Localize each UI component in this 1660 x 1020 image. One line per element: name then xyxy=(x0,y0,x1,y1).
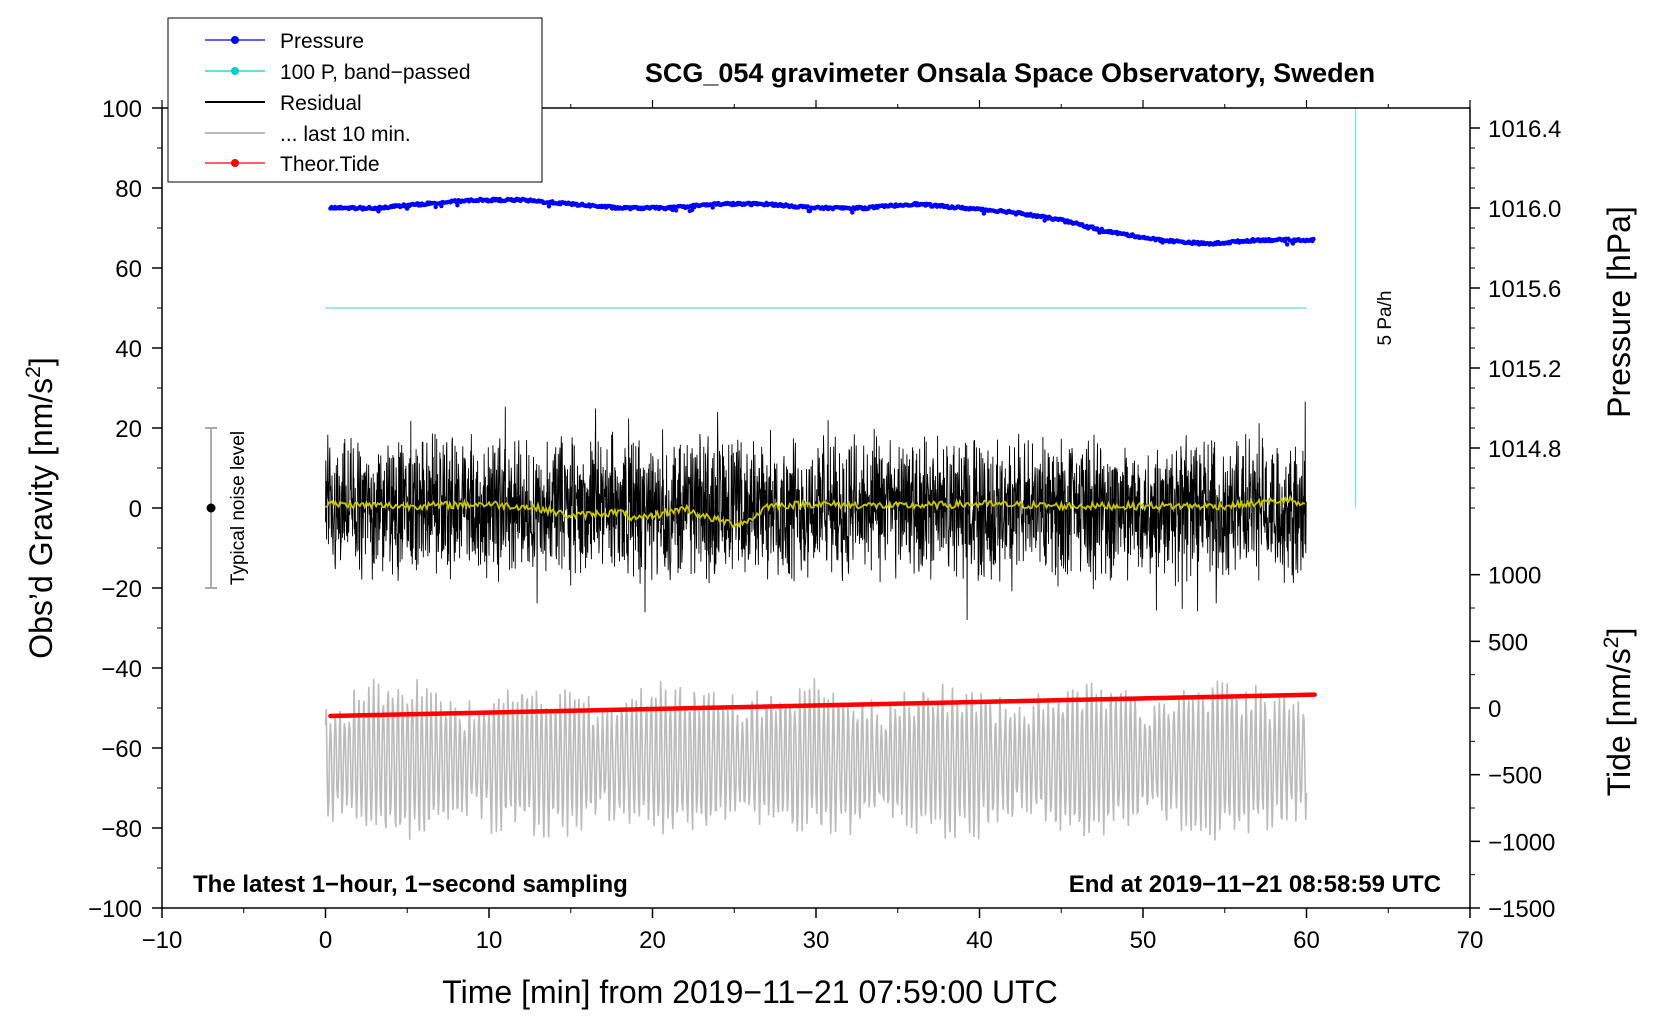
legend-item-theor-tide: Theor.Tide xyxy=(205,153,380,176)
legend-item-last-10-min: ... last 10 min. xyxy=(205,123,411,146)
series-residual xyxy=(325,401,1307,621)
y-tick-label: 60 xyxy=(115,256,142,283)
legend-box xyxy=(167,17,543,183)
y-tick-label: −40 xyxy=(101,656,142,683)
pressure-axis-title: Pressure [hPa] xyxy=(1601,206,1637,418)
x-tick-label: 30 xyxy=(803,927,830,954)
pressure-point xyxy=(439,203,444,209)
pressure-point xyxy=(673,208,679,213)
tide-tick-label: 1000 xyxy=(1488,563,1541,590)
svg-text:100 P, band−passed: 100 P, band−passed xyxy=(280,61,471,84)
y-tick-label: −100 xyxy=(88,896,142,923)
pressure-tick-label: 1016.4 xyxy=(1488,116,1561,143)
x-tick-label: 40 xyxy=(966,927,993,954)
x-tick-label: 60 xyxy=(1293,927,1320,954)
pressure-point xyxy=(1285,242,1290,247)
x-tick-label: −10 xyxy=(142,927,183,954)
pressure-point xyxy=(433,204,438,210)
pressure-point xyxy=(1311,236,1316,242)
sampling-note: The latest 1−hour, 1−second sampling xyxy=(193,871,628,898)
pressure-point xyxy=(805,204,810,209)
pressure-point xyxy=(546,204,552,209)
series-last-10-min xyxy=(324,678,1308,841)
end-time-note: End at 2019−11−21 08:58:59 UTC xyxy=(1069,871,1441,898)
legend-item-pressure: Pressure xyxy=(205,30,364,53)
y-tick-label: 20 xyxy=(115,416,142,443)
svg-text:Theor.Tide: Theor.Tide xyxy=(280,153,380,176)
legend-item-residual: Residual xyxy=(205,92,362,115)
axis-layer: −10 0 10 20 30 40 50 60 70−100−80−60−40−20020406… xyxy=(88,96,1561,954)
noise-bar-center xyxy=(206,503,216,513)
tide-tick-label: 500 xyxy=(1488,629,1528,656)
y-axis-title: Obs’d Gravity [nm/s2] xyxy=(22,357,59,659)
tide-tick-label: 0 xyxy=(1488,696,1501,723)
legend: Pressure 100 P, band−passed Residual ...… xyxy=(167,17,543,183)
series-layer xyxy=(205,108,1357,841)
y-tick-label: 80 xyxy=(115,176,142,203)
y-tick-label: 0 xyxy=(129,496,142,523)
y-tick-label: −80 xyxy=(101,816,142,843)
svg-text:Residual: Residual xyxy=(280,92,362,115)
pressure-point xyxy=(455,203,460,208)
pressure-point xyxy=(710,205,715,210)
y-tick-label: 40 xyxy=(115,336,142,363)
y-tick-label: 100 xyxy=(102,96,142,123)
x-tick-label: 20 xyxy=(639,927,666,954)
rate-marker-label: 5 Pa/h xyxy=(1375,291,1396,346)
series-residual-smoothed xyxy=(325,494,1306,529)
tide-axis-title: Tide [nm/s2] xyxy=(1600,628,1637,797)
series-pressure xyxy=(328,196,1316,247)
pressure-tick-label: 1016.0 xyxy=(1488,196,1561,223)
x-tick-label: 10 xyxy=(476,927,503,954)
legend-item-band-passed: 100 P, band−passed xyxy=(205,61,471,84)
pressure-tick-label: 1015.6 xyxy=(1488,276,1561,303)
pressure-point xyxy=(850,210,855,215)
series-theor-tide xyxy=(328,692,1317,719)
x-tick-label: 70 xyxy=(1457,927,1484,954)
y-tick-label: −60 xyxy=(101,736,142,763)
x-tick-label: 50 xyxy=(1130,927,1157,954)
noise-level-label: Typical noise level xyxy=(228,431,249,585)
x-axis-title: Time [min] from 2019−11−21 07:59:00 UTC xyxy=(442,974,1057,1010)
tide-tick-label: −500 xyxy=(1488,763,1542,790)
pressure-tick-label: 1014.8 xyxy=(1488,436,1561,463)
x-tick-label: 0 xyxy=(319,927,332,954)
y-tick-label: −20 xyxy=(101,576,142,603)
svg-text:... last 10 min.: ... last 10 min. xyxy=(280,123,411,146)
svg-text:Pressure: Pressure xyxy=(280,30,364,53)
tide-tick-label: −1500 xyxy=(1488,896,1555,923)
pressure-tick-label: 1015.2 xyxy=(1488,356,1561,383)
chart-title: SCG_054 gravimeter Onsala Space Observat… xyxy=(645,58,1375,88)
tide-tick-label: −1000 xyxy=(1488,829,1555,856)
